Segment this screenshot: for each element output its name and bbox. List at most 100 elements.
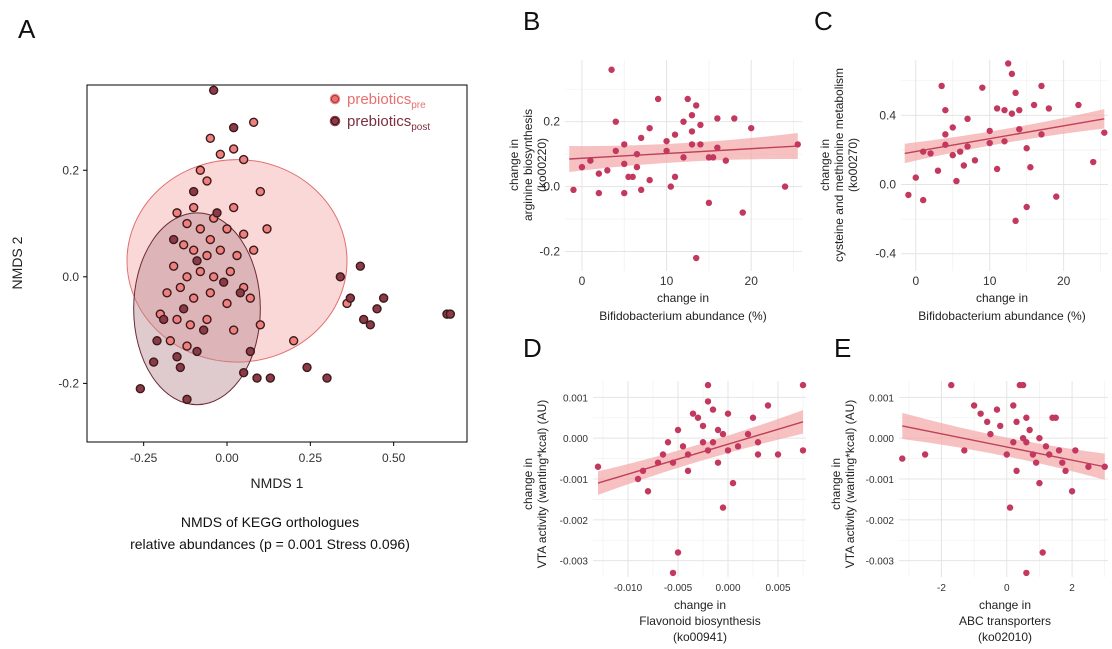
flavonoid-plot: -0.010 -0.005 0.000 0.005 0.001 0.000 -0.001 -… <box>521 381 807 644</box>
point-prebiotics_pre <box>175 282 186 293</box>
y-tick-label: 0.2 <box>543 115 560 129</box>
point-prebiotics_post <box>365 320 376 330</box>
y-tick-label: 0.0 <box>543 180 560 194</box>
y-tick-label: -0.2 <box>539 245 560 259</box>
data-point <box>799 381 807 389</box>
x-tick-label: 0 <box>579 274 586 288</box>
y-tick-label: -0.4 <box>875 247 896 261</box>
data-point <box>997 422 1004 430</box>
data-point <box>979 84 986 91</box>
data-point <box>799 447 807 454</box>
data-point <box>621 141 628 148</box>
point-prebiotics_post <box>212 208 222 218</box>
data-point <box>744 430 752 438</box>
data-point <box>1038 131 1045 138</box>
data-point <box>960 162 968 169</box>
data-point <box>671 131 679 138</box>
data-point <box>680 154 687 161</box>
data-point <box>1068 488 1076 495</box>
point-prebiotics_pre <box>205 133 216 143</box>
data-point <box>654 95 662 103</box>
data-point <box>659 451 667 458</box>
point-prebiotics_pre <box>202 176 212 186</box>
data-point <box>1008 110 1016 117</box>
data-point <box>722 157 730 164</box>
nmds-y-ticks: -0.2 0.0 0.2 <box>58 163 87 390</box>
data-point <box>578 163 586 171</box>
y-tick-label: 0.0 <box>62 270 79 284</box>
data-point <box>637 134 645 142</box>
point-prebiotics_post <box>378 293 389 303</box>
data-point <box>912 174 919 181</box>
flavonoid-y-label-line1: change in <box>521 458 535 510</box>
data-point <box>646 124 653 132</box>
data-point <box>731 115 738 122</box>
data-point <box>993 406 1001 413</box>
data-point <box>705 199 713 207</box>
data-point <box>604 167 611 174</box>
point-prebiotics_pre <box>245 293 256 303</box>
regression-line <box>902 425 1105 468</box>
point-prebiotics_pre <box>202 250 212 261</box>
data-point <box>781 183 789 190</box>
y-tick-label: -0.003 <box>866 557 895 568</box>
panel-letter-d: D <box>523 333 542 363</box>
data-point <box>697 121 704 129</box>
abc-x-ticks: -2 0 2 <box>937 583 1075 594</box>
data-point <box>1059 459 1066 466</box>
data-point <box>1001 138 1008 145</box>
point-prebiotics_pre <box>188 202 199 213</box>
data-point <box>633 150 641 158</box>
data-point <box>774 451 782 458</box>
point-prebiotics_pre <box>172 314 182 325</box>
point-prebiotics_pre <box>248 245 259 255</box>
x-tick-label: 20 <box>1057 274 1071 288</box>
point-prebiotics_pre <box>195 165 206 175</box>
data-point <box>934 167 942 174</box>
data-point <box>938 82 945 90</box>
point-prebiotics_pre <box>182 218 192 229</box>
data-point <box>993 165 1001 173</box>
data-point <box>1029 451 1037 458</box>
abc-y-ticks: 0.001 0.000 -0.001 -0.002 -0.003 <box>866 393 895 567</box>
data-point <box>594 463 602 470</box>
data-point <box>1008 70 1016 78</box>
data-point <box>704 381 712 389</box>
data-point <box>719 430 727 438</box>
point-prebiotics_post <box>372 304 382 314</box>
data-point <box>724 447 732 454</box>
data-point <box>993 105 1001 112</box>
arginine-x-label-line1: change in <box>657 291 709 305</box>
data-point <box>1003 451 1010 458</box>
data-point <box>595 189 603 197</box>
abc-x-label-line1: change in <box>979 598 1031 612</box>
data-point <box>634 475 642 483</box>
data-point <box>709 439 717 446</box>
data-point <box>942 131 949 138</box>
abc-y-label-line2: VTA activity (wanting*kcal) (AU) <box>843 400 857 569</box>
arginine-points <box>570 66 801 262</box>
cysteine-points <box>905 60 1108 225</box>
nmds-y-label: NMDS 2 <box>9 236 25 289</box>
regression-line <box>597 421 804 484</box>
abc-fit <box>902 412 1105 480</box>
x-tick-label: -0.010 <box>614 583 643 594</box>
data-point <box>1101 463 1108 470</box>
data-point <box>927 150 934 157</box>
data-point <box>1046 451 1053 458</box>
point-prebiotics_post <box>355 261 366 271</box>
point-prebiotics_pre <box>215 245 226 255</box>
point-prebiotics_pre <box>238 154 249 165</box>
point-prebiotics_post <box>152 336 162 346</box>
cysteine-x-label-line1: change in <box>976 291 1028 305</box>
cysteine-plot: 0 10 20 -0.4 0.0 0.4 change in Bifidobacteri… <box>818 60 1108 323</box>
point-prebiotics_pre <box>195 266 206 277</box>
point-prebiotics_post <box>178 304 189 314</box>
data-point <box>1055 447 1063 454</box>
point-prebiotics_pre <box>255 186 266 197</box>
point-prebiotics_post <box>245 346 256 357</box>
data-point <box>621 160 628 168</box>
point-prebiotics_pre <box>185 320 196 330</box>
point-prebiotics_post <box>192 346 202 357</box>
data-point <box>688 128 696 135</box>
